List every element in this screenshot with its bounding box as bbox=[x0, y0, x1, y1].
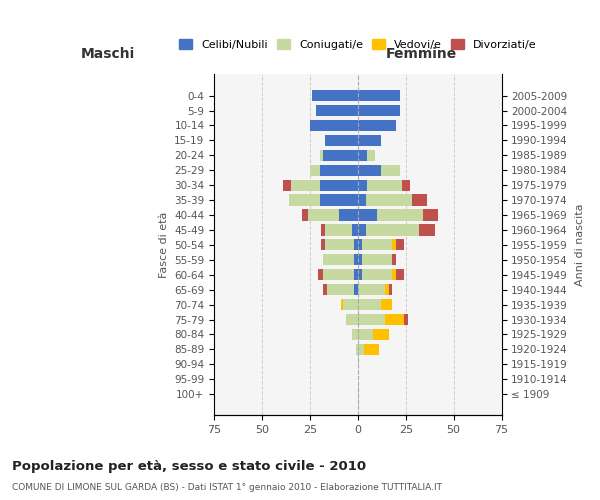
Bar bbox=[412, 194, 427, 205]
Bar bbox=[392, 269, 396, 280]
Bar bbox=[358, 135, 381, 146]
Bar bbox=[396, 240, 404, 250]
Bar bbox=[364, 344, 379, 355]
Bar bbox=[358, 314, 385, 325]
Bar bbox=[358, 105, 400, 116]
Bar bbox=[291, 180, 320, 191]
Bar bbox=[322, 240, 325, 250]
Bar bbox=[323, 150, 358, 161]
Bar bbox=[358, 210, 377, 220]
Bar bbox=[381, 299, 392, 310]
Bar bbox=[358, 224, 365, 235]
Bar bbox=[377, 210, 423, 220]
Bar bbox=[323, 254, 354, 266]
Bar bbox=[354, 269, 358, 280]
Bar bbox=[373, 329, 389, 340]
Legend: Celibi/Nubili, Coniugati/e, Vedovi/e, Divorziati/e: Celibi/Nubili, Coniugati/e, Vedovi/e, Di… bbox=[176, 36, 540, 53]
Bar bbox=[392, 240, 396, 250]
Bar bbox=[323, 269, 354, 280]
Bar bbox=[358, 329, 373, 340]
Bar bbox=[389, 284, 392, 296]
Y-axis label: Fasce di età: Fasce di età bbox=[158, 212, 169, 278]
Bar bbox=[358, 299, 381, 310]
Bar bbox=[352, 329, 358, 340]
Bar bbox=[322, 224, 325, 235]
Bar bbox=[358, 269, 362, 280]
Bar bbox=[354, 254, 358, 266]
Y-axis label: Anni di nascita: Anni di nascita bbox=[575, 204, 585, 286]
Bar bbox=[354, 240, 358, 250]
Bar bbox=[358, 180, 367, 191]
Bar bbox=[327, 284, 354, 296]
Bar bbox=[365, 194, 412, 205]
Bar bbox=[346, 314, 358, 325]
Bar bbox=[358, 254, 362, 266]
Bar bbox=[385, 284, 389, 296]
Bar bbox=[367, 150, 375, 161]
Bar bbox=[352, 224, 358, 235]
Bar bbox=[310, 164, 320, 176]
Bar bbox=[339, 210, 358, 220]
Bar bbox=[325, 240, 354, 250]
Bar bbox=[392, 254, 396, 266]
Bar bbox=[308, 210, 339, 220]
Bar bbox=[385, 314, 404, 325]
Bar bbox=[320, 180, 358, 191]
Bar bbox=[404, 314, 407, 325]
Text: COMUNE DI LIMONE SUL GARDA (BS) - Dati ISTAT 1° gennaio 2010 - Elaborazione TUTT: COMUNE DI LIMONE SUL GARDA (BS) - Dati I… bbox=[12, 483, 442, 492]
Bar bbox=[356, 344, 358, 355]
Bar bbox=[325, 135, 358, 146]
Bar bbox=[320, 164, 358, 176]
Bar bbox=[354, 284, 358, 296]
Bar bbox=[396, 269, 404, 280]
Bar bbox=[320, 194, 358, 205]
Bar bbox=[358, 90, 400, 101]
Bar bbox=[325, 224, 352, 235]
Bar bbox=[341, 299, 343, 310]
Text: Popolazione per età, sesso e stato civile - 2010: Popolazione per età, sesso e stato civil… bbox=[12, 460, 366, 473]
Bar bbox=[310, 120, 358, 131]
Bar bbox=[358, 164, 381, 176]
Bar bbox=[283, 180, 291, 191]
Bar bbox=[323, 284, 327, 296]
Bar bbox=[343, 299, 358, 310]
Bar bbox=[320, 150, 323, 161]
Bar bbox=[358, 120, 396, 131]
Text: Maschi: Maschi bbox=[81, 47, 135, 61]
Bar bbox=[316, 105, 358, 116]
Bar bbox=[367, 180, 402, 191]
Bar bbox=[362, 240, 392, 250]
Bar bbox=[358, 344, 364, 355]
Bar bbox=[289, 194, 320, 205]
Bar bbox=[358, 284, 385, 296]
Bar bbox=[312, 90, 358, 101]
Bar bbox=[365, 224, 419, 235]
Bar bbox=[419, 224, 434, 235]
Bar bbox=[317, 269, 323, 280]
Bar bbox=[402, 180, 410, 191]
Bar bbox=[362, 269, 392, 280]
Bar bbox=[362, 254, 392, 266]
Bar bbox=[358, 194, 365, 205]
Bar bbox=[423, 210, 439, 220]
Text: Femmine: Femmine bbox=[385, 47, 457, 61]
Bar bbox=[302, 210, 308, 220]
Bar bbox=[381, 164, 400, 176]
Bar bbox=[358, 240, 362, 250]
Bar bbox=[358, 150, 367, 161]
